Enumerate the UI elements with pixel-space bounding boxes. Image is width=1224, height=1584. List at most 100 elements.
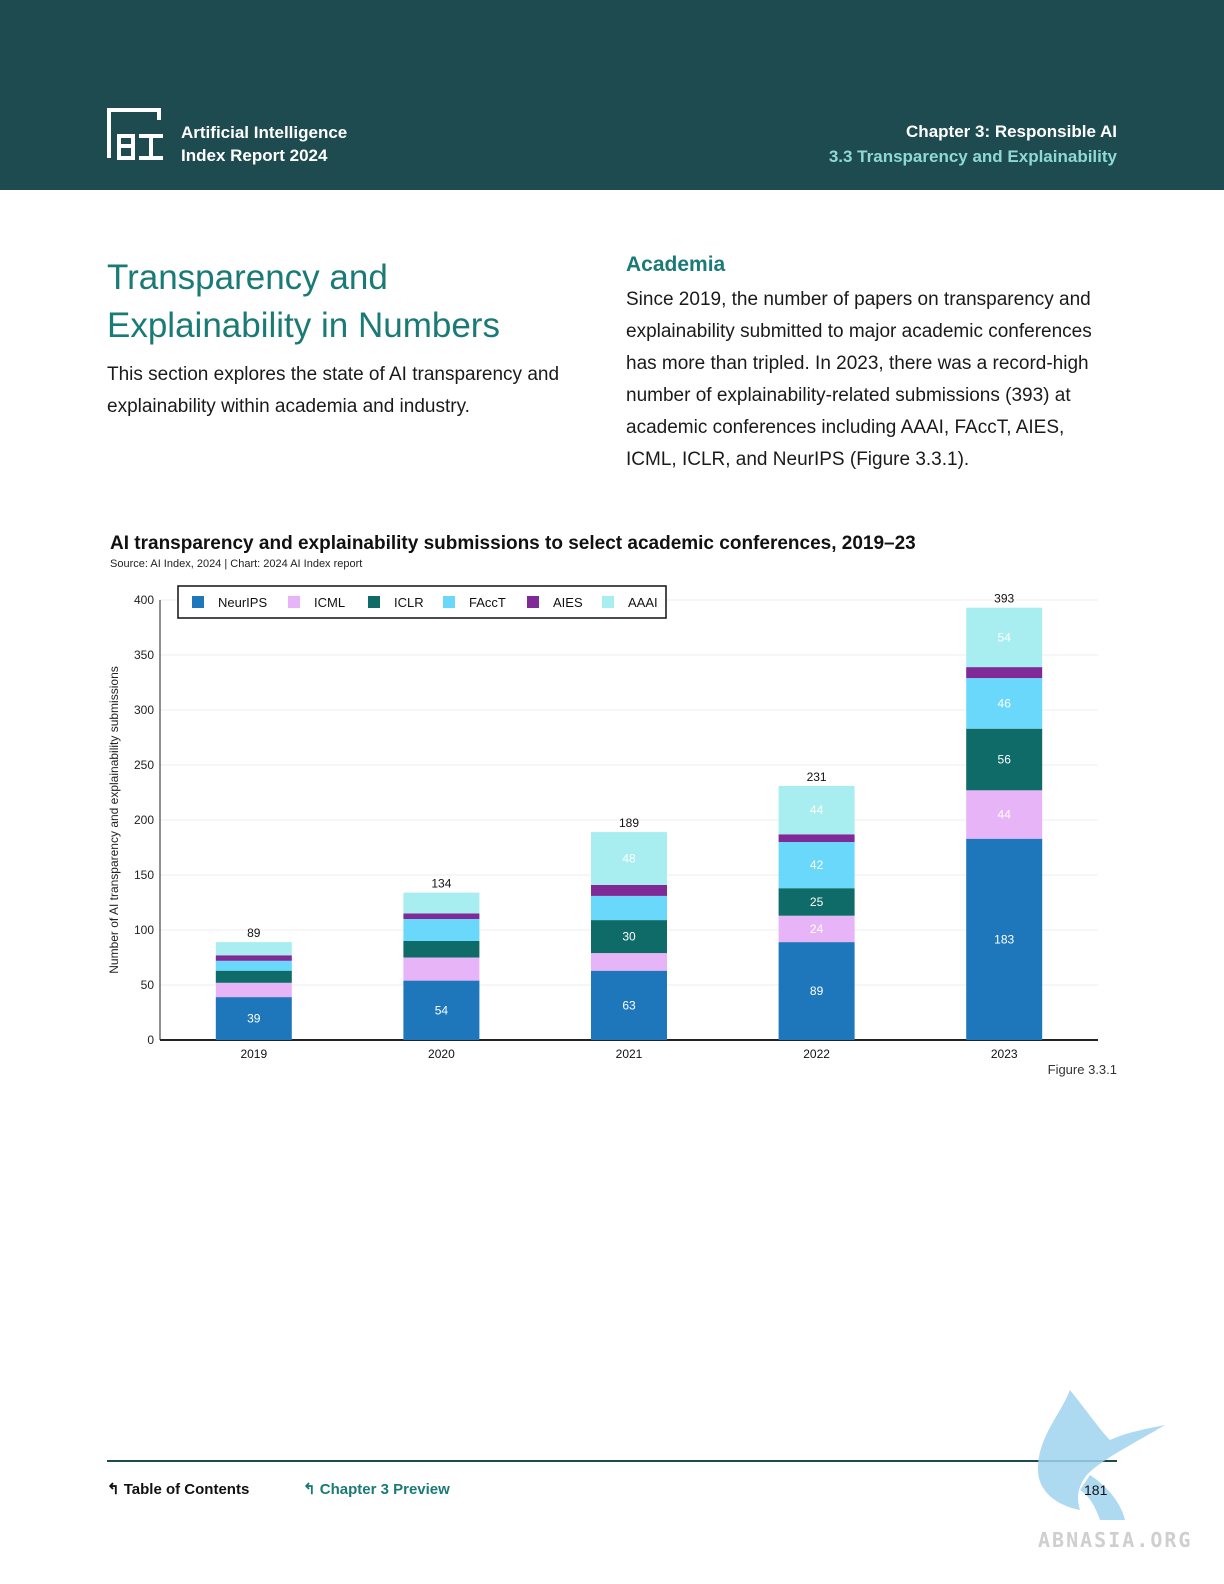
bar-data-label: 44: [998, 808, 1012, 822]
x-tick-label: 2023: [991, 1047, 1018, 1061]
chapter-heading: Chapter 3: Responsible AI 3.3 Transparen…: [829, 119, 1117, 169]
return-arrow-icon: ↰: [107, 1481, 120, 1498]
academia-subheading: Academia: [626, 253, 726, 276]
y-tick-label: 300: [134, 703, 154, 717]
bar-segment-aies: [778, 834, 855, 842]
bar-total-label: 231: [807, 770, 827, 784]
bar-data-label: 63: [622, 998, 636, 1012]
bar-segment-neurips: [591, 970, 667, 1040]
bar-segment-iclr: [403, 941, 480, 958]
bar-total-label: 393: [994, 592, 1014, 606]
legend-box: [177, 585, 667, 619]
x-tick-label: 2019: [240, 1047, 267, 1061]
bar-data-label: 24: [810, 922, 824, 936]
legend-label: ICML: [314, 595, 345, 610]
bar-data-label: 54: [435, 1003, 449, 1017]
page-number: 181: [1084, 1482, 1108, 1498]
legend-label: NeurIPS: [218, 595, 267, 610]
y-tick-label: 150: [134, 868, 154, 882]
academia-paragraph: Since 2019, the number of papers on tran…: [626, 289, 1092, 470]
legend-swatch-aaai: [602, 596, 614, 608]
chart-title: AI transparency and explainability submi…: [110, 533, 916, 554]
bar-segment-icml: [966, 790, 1043, 839]
bar-total-label: 189: [619, 816, 639, 830]
legend-swatch-icml: [288, 596, 300, 608]
return-arrow-icon: ↰: [303, 1481, 316, 1498]
bar-segment-facct: [215, 960, 292, 971]
bar-segment-icml: [403, 957, 480, 981]
bar-segment-facct: [591, 895, 667, 921]
footer-rule: [107, 1460, 1117, 1462]
x-tick-label: 2021: [616, 1047, 643, 1061]
bar-data-label: 48: [622, 852, 636, 866]
x-tick-label: 2020: [428, 1047, 455, 1061]
bar-data-label: 39: [247, 1012, 261, 1026]
bar-total-label: 89: [247, 926, 261, 940]
y-tick-label: 100: [134, 923, 154, 937]
y-tick-label: 50: [141, 978, 155, 992]
watermark-text: ABNASIA.ORG: [1038, 1528, 1193, 1552]
section-heading-line-2: Explainability in Numbers: [107, 306, 500, 345]
section-title: 3.3 Transparency and Explainability: [828, 147, 1117, 166]
bar-data-label: 46: [998, 696, 1012, 710]
bar-data-label: 89: [810, 984, 824, 998]
y-axis-label: Number of AI transparency and explainabi…: [107, 666, 121, 974]
legend-label: ICLR: [394, 595, 424, 610]
bar-segment-neurips: [778, 942, 855, 1040]
bar-segment-aaai: [591, 832, 667, 885]
bar-segment-aaai: [966, 607, 1043, 668]
legend-swatch-facct: [443, 596, 455, 608]
figure-label: Figure 3.3.1: [1047, 1062, 1117, 1077]
bar-segment-facct: [966, 678, 1043, 729]
y-tick-label: 350: [134, 648, 154, 662]
bar-data-label: 42: [810, 858, 824, 872]
section-heading: Transparency and Explainability in Numbe…: [107, 254, 577, 350]
legend-swatch-aies: [527, 596, 539, 608]
bar-data-label: 54: [998, 630, 1012, 644]
section-heading-line-1: Transparency and: [107, 258, 388, 297]
legend-label: AAAI: [628, 595, 658, 610]
brand-line-1: Artificial Intelligence: [181, 123, 348, 142]
table-of-contents-label: Table of Contents: [123, 1481, 250, 1498]
legend-label: FAccT: [469, 595, 506, 610]
chapter-preview-label: Chapter 3 Preview: [319, 1481, 450, 1498]
bar-data-label: 30: [622, 930, 636, 944]
stacked-bar-chart: 0 50 100 150 200 250 300 350 400 Number of AI tra…: [107, 585, 1098, 1061]
bar-segment-aies: [403, 913, 480, 919]
table-of-contents-link[interactable]: ↰ Table of Contents: [107, 1480, 249, 1498]
bar-segment-iclr: [778, 888, 855, 916]
ai-index-logo: [107, 108, 163, 160]
y-tick-label: 250: [134, 758, 154, 772]
chapter-title: Chapter 3: Responsible AI: [906, 122, 1117, 141]
bar-data-label: 56: [998, 753, 1012, 767]
chapter-preview-link[interactable]: ↰ Chapter 3 Preview: [303, 1480, 450, 1498]
page-header: Artificial Intelligence Index Report 202…: [0, 0, 1224, 190]
bar-segment-aaai: [403, 892, 480, 914]
bar-segment-aaai: [778, 785, 855, 835]
bar-segment-iclr: [215, 970, 292, 983]
y-tick-label: 200: [134, 813, 154, 827]
bar-segment-neurips: [403, 980, 480, 1040]
legend-swatch-iclr: [368, 596, 380, 608]
bar-segment-facct: [778, 842, 855, 889]
bar-total-label: 134: [431, 877, 451, 891]
legend-label: AIES: [553, 595, 583, 610]
bar-segment-icml: [591, 953, 667, 971]
bar-segment-neurips: [966, 838, 1043, 1040]
bar-data-label: 44: [810, 803, 824, 817]
intro-paragraph: This section explores the state of AI tr…: [107, 364, 560, 417]
bar-segment-iclr: [966, 728, 1043, 791]
bar-segment-aaai: [215, 942, 292, 956]
report-brand: Artificial Intelligence Index Report 202…: [181, 121, 347, 167]
bar-segment-neurips: [215, 997, 292, 1040]
griffin-watermark-icon: [1037, 1390, 1165, 1520]
bar-segment-aies: [966, 667, 1043, 679]
bar-segment-aies: [591, 884, 667, 896]
bar-segment-aies: [215, 955, 292, 961]
legend-swatch-neurips: [192, 596, 204, 608]
bar-data-label: 25: [810, 895, 824, 909]
y-tick-label: 400: [134, 593, 154, 607]
brand-line-2: Index Report 2024: [181, 146, 328, 165]
bar-segment-icml: [215, 982, 292, 998]
x-tick-label: 2022: [803, 1047, 830, 1061]
